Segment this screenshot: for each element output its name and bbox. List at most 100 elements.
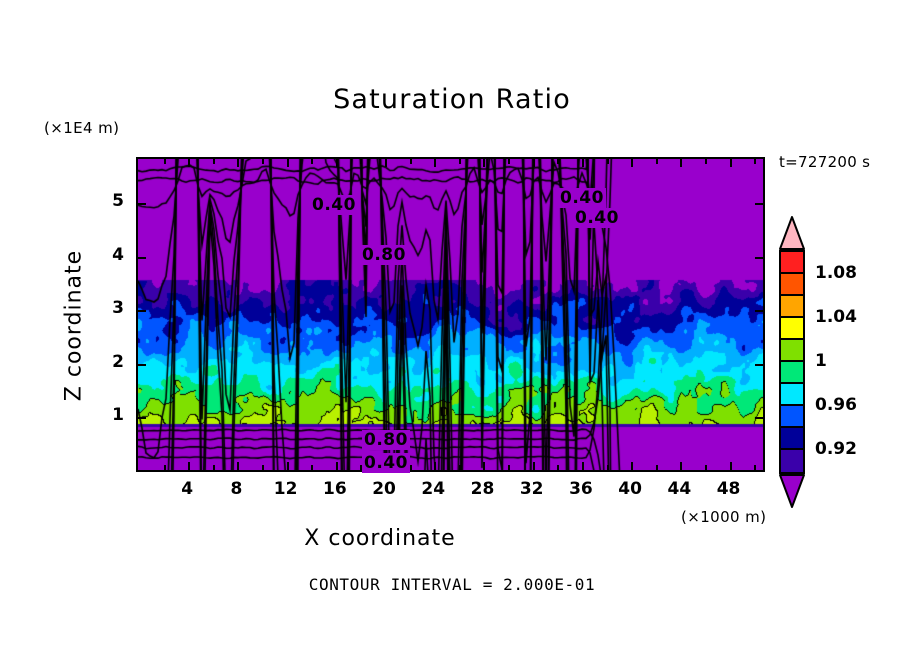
x-axis-units: (×1000 m) xyxy=(681,508,767,526)
y-tick-1 xyxy=(138,417,146,420)
colorbar-band-3 xyxy=(781,318,803,340)
colorbar-bands xyxy=(779,250,805,474)
x-tick-20 xyxy=(385,159,388,167)
colorbar-label-0-96: 0.96 xyxy=(815,395,857,415)
x-tick-16 xyxy=(335,159,338,167)
contour-label-4: 0.80 xyxy=(362,430,410,450)
y-axis-units: (×1E4 m) xyxy=(44,119,120,137)
y-tick-1 xyxy=(755,417,763,420)
y-tick-3 xyxy=(755,310,763,313)
y-tick-5 xyxy=(138,202,146,205)
contour-label-3: 0.80 xyxy=(360,245,408,265)
x-tick-8 xyxy=(237,159,240,167)
colorbar-label-1: 1 xyxy=(815,351,827,371)
x-minor-tick xyxy=(754,465,757,470)
contour-label-0: 0.40 xyxy=(310,195,358,215)
y-tick-2 xyxy=(138,363,146,366)
x-minor-tick xyxy=(557,465,560,470)
x-minor-tick xyxy=(704,159,707,164)
y-tick-4 xyxy=(138,256,146,259)
x-minor-tick xyxy=(311,159,314,164)
x-tick-4 xyxy=(188,159,191,167)
y-tick-4 xyxy=(755,256,763,259)
x-minor-tick xyxy=(262,465,265,470)
x-tick-label-8: 8 xyxy=(230,479,243,499)
y-tick-2 xyxy=(755,363,763,366)
x-tick-label-28: 28 xyxy=(470,479,495,499)
x-minor-tick xyxy=(409,159,412,164)
colorbar-band-2 xyxy=(781,296,803,318)
x-tick-label-24: 24 xyxy=(421,479,446,499)
contour-plot-area xyxy=(136,157,765,472)
colorbar-label-1-04: 1.04 xyxy=(815,307,857,327)
x-minor-tick xyxy=(655,159,658,164)
x-tick-label-48: 48 xyxy=(716,479,741,499)
x-tick-24 xyxy=(434,462,437,470)
x-tick-label-4: 4 xyxy=(181,479,194,499)
x-tick-28 xyxy=(483,159,486,167)
x-tick-label-36: 36 xyxy=(569,479,593,499)
x-tick-label-44: 44 xyxy=(667,479,692,499)
colorbar-band-7 xyxy=(781,406,803,428)
x-tick-label-32: 32 xyxy=(519,479,544,499)
colorbar-band-5 xyxy=(781,362,803,384)
colorbar-band-8 xyxy=(781,428,803,450)
x-minor-tick xyxy=(704,465,707,470)
x-tick-label-16: 16 xyxy=(323,479,347,499)
x-minor-tick xyxy=(606,465,609,470)
x-tick-24 xyxy=(434,159,437,167)
colorbar-band-4 xyxy=(781,340,803,362)
saturation-field-canvas xyxy=(138,159,763,470)
x-tick-label-20: 20 xyxy=(372,479,396,499)
x-tick-48 xyxy=(729,159,732,167)
x-tick-40 xyxy=(631,462,634,470)
colorbar-label-0-92: 0.92 xyxy=(815,439,857,459)
x-tick-36 xyxy=(581,159,584,167)
contour-label-2: 0.40 xyxy=(573,208,621,228)
x-tick-4 xyxy=(188,462,191,470)
colorbar-band-9 xyxy=(781,450,803,472)
contour-label-5: 0.40 xyxy=(362,453,410,473)
x-minor-tick xyxy=(212,465,215,470)
contour-label-1: 0.40 xyxy=(558,188,606,208)
x-minor-tick xyxy=(163,159,166,164)
colorbar-band-6 xyxy=(781,384,803,406)
y-tick-3 xyxy=(138,310,146,313)
colorbar-bottom-arrow-icon xyxy=(779,474,805,508)
x-minor-tick xyxy=(360,159,363,164)
x-minor-tick xyxy=(212,159,215,164)
y-tick-label-3: 3 xyxy=(112,298,124,319)
x-tick-8 xyxy=(237,462,240,470)
x-tick-40 xyxy=(631,159,634,167)
x-tick-16 xyxy=(335,462,338,470)
x-tick-48 xyxy=(729,462,732,470)
x-minor-tick xyxy=(557,159,560,164)
colorbar-top-arrow-icon xyxy=(779,216,805,250)
x-minor-tick xyxy=(360,465,363,470)
colorbar-band-1 xyxy=(781,274,803,296)
x-minor-tick xyxy=(163,465,166,470)
x-tick-28 xyxy=(483,462,486,470)
y-tick-label-2: 2 xyxy=(112,351,124,372)
x-minor-tick xyxy=(262,159,265,164)
y-tick-5 xyxy=(755,202,763,205)
y-axis-title: Z coordinate xyxy=(61,249,87,402)
colorbar-band-0 xyxy=(781,252,803,274)
x-tick-12 xyxy=(286,159,289,167)
contour-interval-caption: CONTOUR INTERVAL = 2.000E-01 xyxy=(308,575,596,594)
y-tick-label-1: 1 xyxy=(112,405,124,426)
y-tick-label-5: 5 xyxy=(112,190,124,211)
x-minor-tick xyxy=(508,159,511,164)
x-tick-44 xyxy=(680,462,683,470)
x-minor-tick xyxy=(508,465,511,470)
x-tick-label-12: 12 xyxy=(273,479,298,499)
x-tick-44 xyxy=(680,159,683,167)
colorbar-label-1-08: 1.08 xyxy=(815,263,857,283)
x-minor-tick xyxy=(311,465,314,470)
x-axis-title: X coordinate xyxy=(304,526,456,551)
x-minor-tick xyxy=(655,465,658,470)
x-minor-tick xyxy=(754,159,757,164)
page-title: Saturation Ratio xyxy=(333,84,571,115)
x-tick-36 xyxy=(581,462,584,470)
